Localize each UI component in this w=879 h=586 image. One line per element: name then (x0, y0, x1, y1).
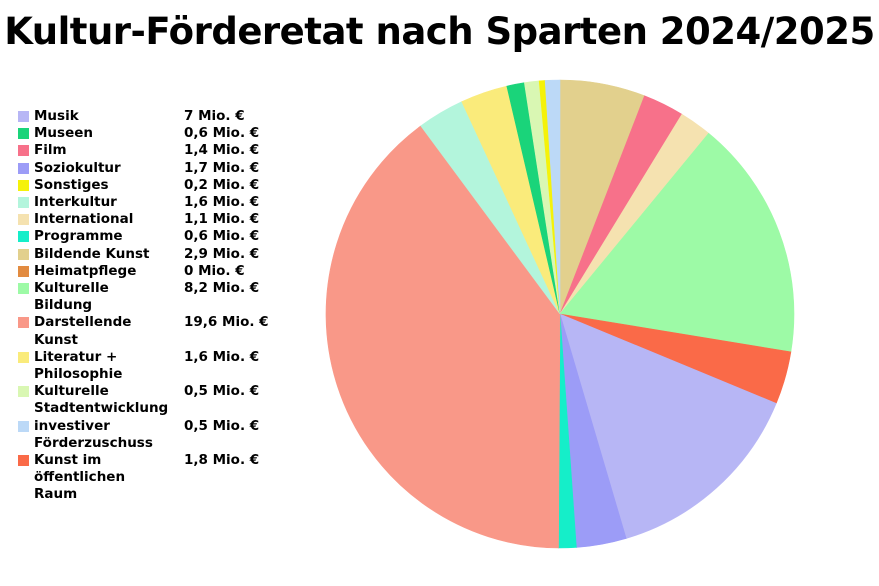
legend-value: 0,2 Mio. € (184, 176, 260, 193)
legend-item: Darstellende Kunst 19,6 Mio. € (18, 314, 280, 348)
legend-value: 1,4 Mio. € (184, 142, 260, 159)
legend-label: Museen (34, 125, 94, 142)
legend-swatch (18, 248, 29, 260)
legend-value: 1,6 Mio. € (184, 348, 260, 365)
legend-item: International 1,1 Mio. € (18, 211, 280, 228)
legend-item: Literatur + Philosophie 1,6 Mio. € (18, 349, 280, 383)
legend-swatch (18, 197, 29, 209)
legend-item: Bildende Kunst 2,9 Mio. € (18, 246, 280, 263)
legend-swatch (18, 455, 29, 467)
legend-label: Kulturelle Stadtentwicklung (34, 383, 169, 417)
legend-swatch (18, 111, 29, 122)
legend-item: Heimatpflege 0 Mio. € (18, 263, 280, 280)
legend-value: 1,6 Mio. € (184, 194, 260, 211)
pie-slice-darstellende-kunst (325, 125, 561, 549)
legend-item: Museen 0,6 Mio. € (18, 125, 280, 142)
legend-item: investiver Förderzuschuss 0,5 Mio. € (18, 418, 280, 452)
legend-item: Soziokultur 1,7 Mio. € (18, 160, 280, 177)
legend-label: Literatur + Philosophie (34, 348, 123, 383)
legend-item: Kunst im öffentlichen Raum 1,8 Mio. € (18, 452, 280, 504)
legend-label: Programme (34, 228, 123, 245)
legend-value: 0 Mio. € (184, 262, 245, 279)
legend-swatch (18, 283, 29, 295)
legend-value: 7 Mio. € (184, 108, 245, 124)
legend-label: Musik (34, 108, 79, 124)
legend-swatch (18, 351, 29, 363)
legend-item: Kulturelle Bildung 8,2 Mio. € (18, 280, 280, 314)
legend-swatch (18, 145, 29, 157)
legend-value: 19,6 Mio. € (184, 314, 269, 331)
legend-swatch (18, 162, 29, 174)
legend-label: International (34, 211, 134, 228)
pie-slice-investiver-förderzuschuss (544, 79, 561, 315)
legend-label: Kulturelle Bildung (34, 280, 109, 314)
legend-value: 1,7 Mio. € (184, 159, 260, 176)
legend-label: Darstellende Kunst (34, 314, 132, 348)
pie-slice-kulturelle-bildung (559, 132, 795, 353)
legend-swatch (18, 386, 29, 398)
legend-swatch (18, 317, 29, 329)
legend-item: Film 1,4 Mio. € (18, 142, 280, 159)
pie-slice-musik (559, 313, 777, 539)
legend-item: Sonstiges 0,2 Mio. € (18, 177, 280, 194)
legend: Musik 7 Mio. € Museen 0,6 Mio. € Film 1,4 Mio… (18, 108, 280, 504)
legend-label: Interkultur (34, 194, 117, 211)
legend-label: Kunst im öffentlichen Raum (34, 452, 126, 503)
legend-label: Film (34, 142, 67, 159)
legend-value: 0,5 Mio. € (184, 383, 260, 400)
legend-swatch (18, 420, 29, 432)
pie-chart (325, 79, 795, 549)
legend-swatch (18, 179, 29, 191)
legend-value: 0,6 Mio. € (184, 125, 260, 142)
legend-label: Soziokultur (34, 159, 121, 176)
chart-title: Kultur-Förderetat nach Sparten 2024/2025 (4, 10, 875, 53)
legend-swatch (18, 265, 29, 277)
legend-swatch (18, 214, 29, 226)
legend-value: 0,5 Mio. € (184, 417, 260, 434)
legend-item: Kulturelle Stadtentwicklung 0,5 Mio. € (18, 383, 280, 417)
legend-swatch (18, 231, 29, 243)
legend-label: Heimatpflege (34, 262, 137, 279)
legend-value: 1,8 Mio. € (184, 452, 260, 469)
legend-value: 2,9 Mio. € (184, 245, 260, 262)
legend-value: 1,1 Mio. € (184, 211, 260, 228)
legend-value: 0,6 Mio. € (184, 228, 260, 245)
legend-value: 8,2 Mio. € (184, 280, 260, 297)
legend-item: Programme 0,6 Mio. € (18, 228, 280, 245)
legend-item: Musik 7 Mio. € (18, 108, 280, 125)
legend-item: Interkultur 1,6 Mio. € (18, 194, 280, 211)
legend-label: Sonstiges (34, 176, 109, 193)
legend-label: investiver Förderzuschuss (34, 417, 153, 451)
legend-swatch (18, 128, 29, 140)
legend-label: Bildende Kunst (34, 245, 150, 262)
